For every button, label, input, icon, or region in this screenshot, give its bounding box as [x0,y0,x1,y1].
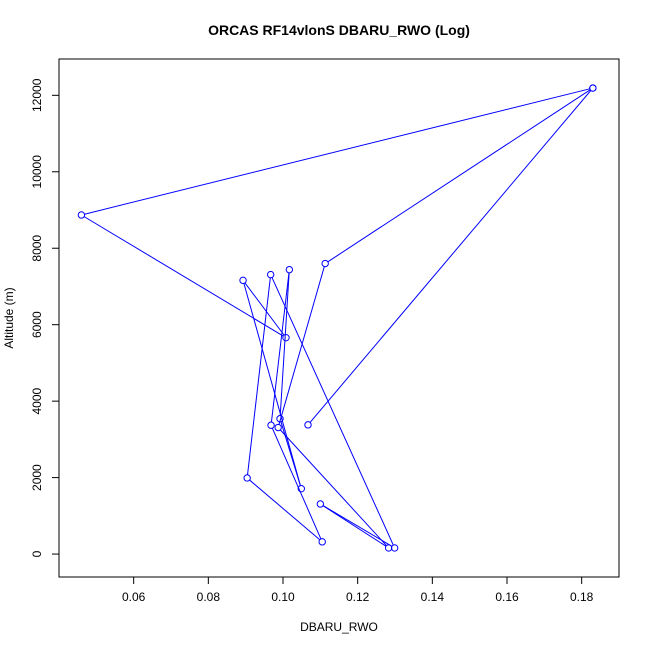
data-point [267,421,275,429]
data-point [316,500,325,508]
data-point [274,423,282,432]
y-tick-label: 8000 [30,235,44,262]
series-line-segment [280,421,301,486]
series-line-segment [271,277,394,546]
x-axis-label: DBARU_RWO [300,620,378,634]
data-point [276,415,284,423]
y-axis-label: Altitude (m) [2,287,16,348]
series-line-segment [271,427,322,540]
series-line-segment [247,277,271,475]
x-tick-label: 0.10 [271,590,295,604]
x-tick-label: 0.14 [421,590,445,604]
series-line-segment [270,272,290,423]
chart-title: ORCAS RF14vlonS DBARU_RWO (Log) [208,22,470,38]
series-line-segment [278,266,325,425]
data-point [282,333,290,342]
x-tick-label: 0.16 [495,590,519,604]
data-point [297,484,305,493]
series-line-segment [83,216,284,337]
y-tick-label: 0 [30,550,44,557]
x-tick-label: 0.18 [570,590,594,604]
x-tick-label: 0.06 [122,590,146,604]
data-point [384,544,393,552]
data-point [321,259,329,268]
series-line-segment [279,272,290,416]
data-point [589,84,597,92]
series-line-segment [279,429,387,546]
data-point [239,276,247,285]
x-tick-label: 0.12 [346,590,370,604]
data-point [285,265,294,274]
y-axis: 0 2000 4000 6000 8000 10000 12000 [30,78,60,557]
series-line-segment [309,90,592,423]
data-point [77,211,86,219]
series-line-segment [327,89,591,263]
data-point [266,270,275,279]
series-line-segment [249,479,321,541]
series-line-segment [322,505,387,547]
series-layer [77,84,597,552]
x-tick-label: 0.08 [197,590,221,604]
series-line-segment [243,283,301,486]
y-tick-label: 12000 [30,78,44,112]
x-axis: 0.06 0.08 0.10 0.12 0.14 0.16 0.18 [122,576,594,604]
data-point [304,421,312,429]
series-line-segment [244,282,285,336]
y-tick-label: 10000 [30,155,44,189]
y-tick-label: 4000 [30,387,44,414]
data-point [318,538,326,546]
series-line-segment [84,88,590,215]
y-tick-label: 6000 [30,311,44,338]
data-point [243,474,251,482]
y-tick-label: 2000 [30,464,44,491]
